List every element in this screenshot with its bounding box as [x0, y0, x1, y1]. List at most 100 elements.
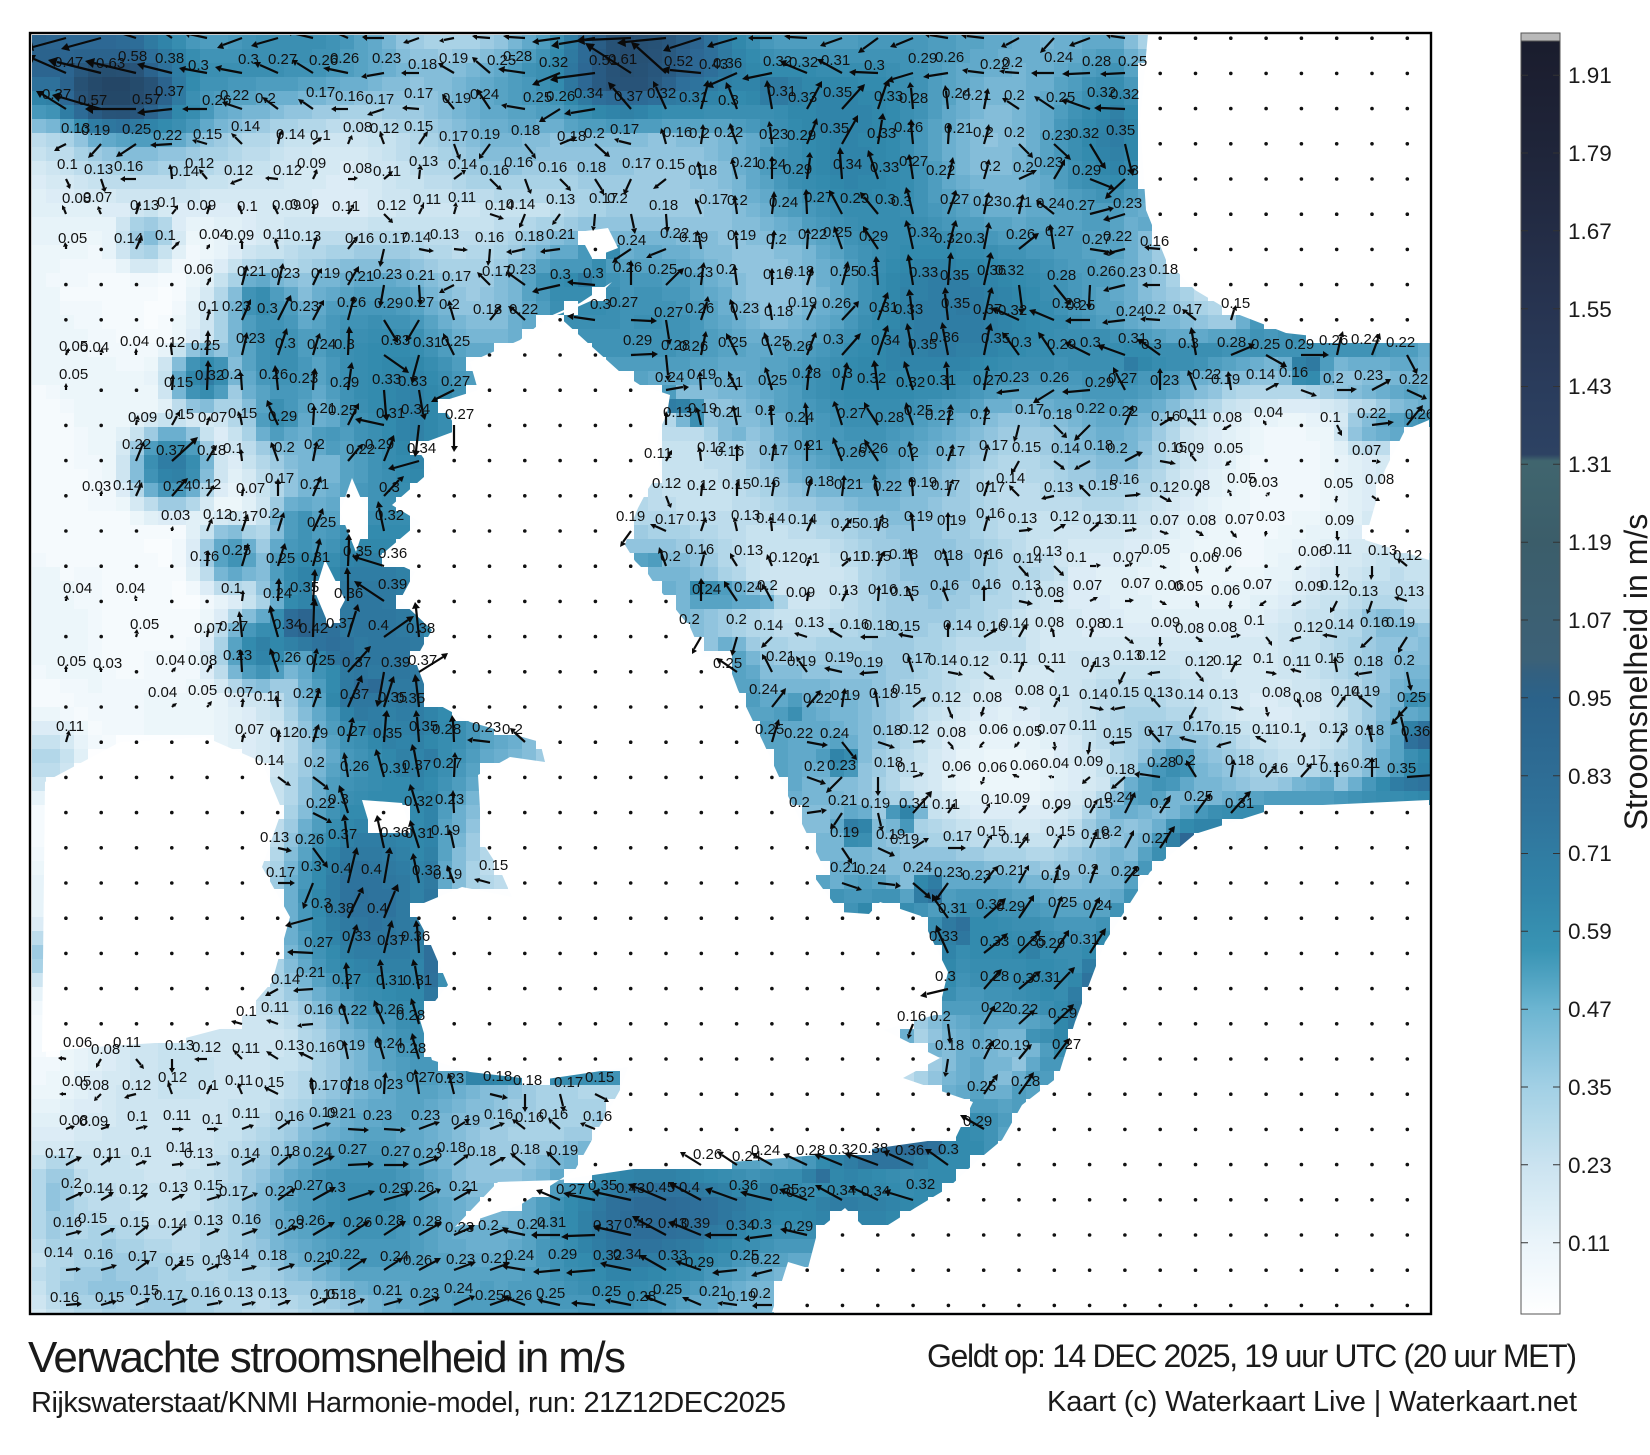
svg-text:0.19: 0.19	[861, 795, 890, 812]
svg-text:0.1: 0.1	[1244, 612, 1265, 629]
svg-text:0.35: 0.35	[823, 84, 852, 101]
svg-text:0.19: 0.19	[1386, 614, 1415, 631]
svg-text:0.23: 0.23	[1000, 369, 1029, 386]
svg-text:0.22: 0.22	[1357, 405, 1386, 422]
svg-text:0.09: 0.09	[290, 196, 319, 213]
svg-text:0.26: 0.26	[295, 831, 324, 848]
svg-text:0.12: 0.12	[900, 721, 929, 738]
svg-text:0.05: 0.05	[58, 230, 87, 247]
svg-text:0.35: 0.35	[373, 725, 402, 742]
svg-text:0.12: 0.12	[1213, 652, 1242, 669]
svg-text:0.22: 0.22	[153, 127, 182, 144]
svg-text:0.34: 0.34	[401, 401, 430, 418]
svg-text:0.07: 0.07	[1225, 511, 1254, 528]
svg-text:0.08: 0.08	[973, 689, 1002, 706]
svg-text:0.23: 0.23	[684, 264, 713, 281]
svg-text:0.25: 0.25	[307, 514, 336, 531]
svg-text:0.23: 0.23	[1034, 154, 1063, 171]
svg-text:0.06: 0.06	[978, 759, 1007, 776]
svg-text:0.19: 0.19	[471, 126, 500, 143]
svg-text:0.11: 0.11	[1038, 650, 1066, 667]
svg-text:0.29: 0.29	[268, 408, 297, 425]
svg-text:0.35: 0.35	[940, 267, 969, 284]
svg-text:0.36: 0.36	[713, 55, 742, 72]
svg-text:0.3: 0.3	[832, 365, 853, 382]
svg-text:0.13: 0.13	[1044, 479, 1073, 496]
svg-text:0.24: 0.24	[749, 681, 778, 698]
svg-text:0.11: 0.11	[1069, 717, 1097, 734]
svg-text:0.26: 0.26	[822, 295, 851, 312]
svg-text:0.24: 0.24	[307, 336, 336, 353]
svg-text:0.4: 0.4	[361, 861, 382, 878]
svg-text:0.08: 0.08	[188, 652, 217, 669]
svg-text:0.26: 0.26	[935, 49, 964, 66]
svg-text:0.32: 0.32	[908, 224, 937, 241]
svg-text:0.17: 0.17	[943, 828, 972, 845]
svg-text:0.1: 0.1	[157, 194, 178, 211]
svg-text:0.04: 0.04	[1040, 755, 1069, 772]
svg-text:0.18: 0.18	[408, 56, 437, 73]
svg-text:0.46: 0.46	[56, 12, 85, 29]
svg-text:0.39: 0.39	[381, 654, 410, 671]
svg-text:0.22: 0.22	[1111, 863, 1140, 880]
svg-text:0.29: 0.29	[996, 898, 1025, 915]
svg-text:0.3: 0.3	[590, 296, 611, 313]
svg-text:0.2: 0.2	[1004, 124, 1025, 141]
svg-text:0.05: 0.05	[1174, 578, 1203, 595]
svg-text:0.14: 0.14	[1246, 366, 1275, 383]
svg-text:0.04: 0.04	[148, 684, 177, 701]
svg-text:0.33: 0.33	[398, 373, 427, 390]
svg-text:0.23: 0.23	[472, 719, 501, 736]
svg-text:0.35: 0.35	[1106, 122, 1135, 139]
svg-text:0.13: 0.13	[430, 226, 459, 243]
svg-text:0.04: 0.04	[116, 580, 145, 597]
svg-text:0.24: 0.24	[163, 478, 192, 495]
svg-text:0.07: 0.07	[1150, 512, 1179, 529]
svg-text:0.19: 0.19	[616, 508, 645, 525]
svg-text:0.23: 0.23	[1354, 367, 1383, 384]
svg-text:0.17: 0.17	[442, 268, 471, 285]
svg-text:0.14: 0.14	[1000, 615, 1029, 632]
svg-text:0.21: 0.21	[1351, 755, 1380, 772]
svg-text:0.23: 0.23	[271, 265, 300, 282]
svg-text:0.32: 0.32	[539, 54, 568, 71]
svg-text:0.16: 0.16	[335, 88, 364, 105]
svg-text:0.37: 0.37	[155, 83, 184, 100]
svg-text:0.18: 0.18	[577, 159, 606, 176]
svg-text:0.19: 0.19	[904, 508, 933, 525]
svg-text:0.25: 0.25	[1118, 53, 1147, 70]
svg-text:0.1: 0.1	[155, 227, 176, 244]
svg-text:0.16: 0.16	[504, 154, 533, 171]
svg-text:0.19: 0.19	[854, 654, 883, 671]
svg-text:0.14: 0.14	[996, 470, 1025, 487]
svg-text:0.25: 0.25	[718, 334, 747, 351]
svg-text:0.4: 0.4	[368, 617, 389, 634]
svg-text:0.22: 0.22	[1076, 400, 1105, 417]
svg-text:0.18: 0.18	[934, 547, 963, 564]
svg-text:0.24: 0.24	[788, 15, 817, 32]
svg-text:0.22: 0.22	[784, 725, 813, 742]
svg-text:0.35: 0.35	[1387, 760, 1416, 777]
svg-text:0.32: 0.32	[1110, 86, 1139, 103]
svg-text:0.2: 0.2	[679, 611, 700, 628]
svg-text:0.27: 0.27	[268, 51, 297, 68]
svg-text:0.2: 0.2	[766, 231, 787, 248]
svg-text:0.15: 0.15	[1315, 650, 1344, 667]
svg-text:0.16: 0.16	[475, 229, 504, 246]
svg-text:0.25: 0.25	[755, 721, 784, 738]
svg-text:0.2: 0.2	[980, 158, 1001, 175]
svg-text:0.18: 0.18	[864, 617, 893, 634]
svg-text:0.15: 0.15	[831, 515, 860, 532]
svg-text:0.17: 0.17	[1144, 723, 1173, 740]
svg-text:0.11: 0.11	[1324, 541, 1352, 558]
svg-text:0.15: 0.15	[890, 583, 919, 600]
svg-text:0.2: 0.2	[898, 444, 919, 461]
svg-text:0.07: 0.07	[1243, 576, 1272, 593]
svg-text:0.16: 0.16	[972, 576, 1001, 593]
svg-text:0.2: 0.2	[1002, 54, 1023, 71]
svg-text:0.12: 0.12	[1185, 653, 1214, 670]
svg-text:0.16: 0.16	[114, 158, 143, 175]
svg-text:0.19: 0.19	[679, 229, 708, 246]
svg-text:0.2: 0.2	[1175, 752, 1196, 769]
svg-text:0.19: 0.19	[1211, 371, 1240, 388]
